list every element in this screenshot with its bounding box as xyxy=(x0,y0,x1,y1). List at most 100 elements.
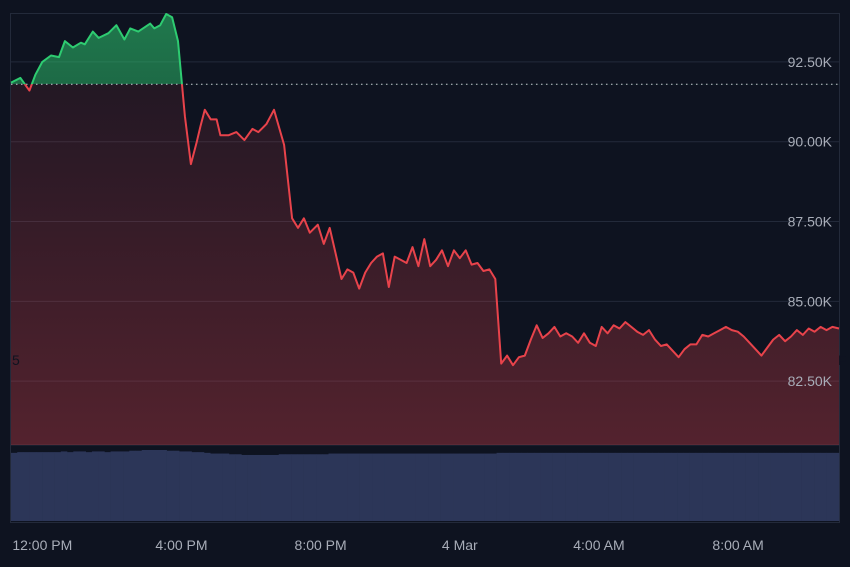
price-line xyxy=(10,13,840,367)
volume-bar xyxy=(316,454,323,521)
volume-bar xyxy=(571,452,578,521)
volume-bar xyxy=(714,452,722,521)
volume-bar xyxy=(789,452,796,521)
volume-bar xyxy=(484,453,491,521)
volume-bar xyxy=(527,452,535,521)
volume-bar xyxy=(726,452,734,521)
volume-bar xyxy=(552,452,560,521)
volume-bar xyxy=(129,450,136,521)
volume-bar xyxy=(284,454,292,521)
volume-bar xyxy=(720,452,728,521)
plot-frame xyxy=(10,13,840,523)
volume-bar xyxy=(471,453,479,521)
volume-bar xyxy=(589,452,597,521)
volume-bar xyxy=(384,453,392,521)
volume-bar xyxy=(733,452,740,521)
area-fill-below-baseline xyxy=(11,84,839,445)
volume-bar xyxy=(415,453,423,521)
volume-bar xyxy=(558,452,566,521)
x-tick-label: 4:00 AM xyxy=(573,537,624,553)
volume-bar xyxy=(814,452,821,521)
volume-bar xyxy=(197,452,205,521)
x-axis-ticks: 12:00 PM 4:00 PM 8:00 PM 4 Mar 4:00 AM 8:00 A… xyxy=(12,537,763,553)
y-tick-label: 90.00K xyxy=(788,134,833,150)
volume-bar xyxy=(322,454,329,521)
volume-bar xyxy=(683,452,690,521)
volume-bar xyxy=(515,452,522,521)
volume-bar xyxy=(11,452,18,521)
price-line-above-baseline xyxy=(10,13,183,85)
volume-bar xyxy=(253,454,261,521)
left-edge-label: 5 xyxy=(12,352,20,368)
volume-bar xyxy=(172,450,180,521)
volume-bar xyxy=(303,454,311,521)
y-tick-label: 92.50K xyxy=(788,54,833,70)
volume-bar xyxy=(652,452,659,521)
volume-bar xyxy=(751,452,759,521)
volume-bar xyxy=(23,452,30,521)
volume-bar xyxy=(533,452,541,521)
volume-bar xyxy=(79,451,87,521)
volume-bar xyxy=(509,452,516,521)
volume-bar xyxy=(465,453,472,521)
volume-bar xyxy=(403,453,410,521)
volume-bar xyxy=(42,452,49,521)
volume-bar xyxy=(490,453,497,521)
volume-bar xyxy=(241,454,248,521)
volume-bar xyxy=(496,452,504,521)
volume-bar xyxy=(807,452,815,521)
volume-bar xyxy=(614,452,622,521)
volume-bar xyxy=(297,454,304,521)
right-edge-label: F xyxy=(838,352,847,368)
volume-bar xyxy=(776,452,784,521)
volume-bar xyxy=(91,451,99,521)
volume-bar xyxy=(708,452,715,521)
x-tick-label: 8:00 PM xyxy=(295,537,347,553)
volume-bar xyxy=(521,452,529,521)
volume-bar xyxy=(160,450,167,521)
volume-bar xyxy=(540,452,547,521)
volume-bar xyxy=(291,454,298,521)
volume-bar xyxy=(702,452,709,521)
volume-bar xyxy=(154,450,161,521)
volume-bar xyxy=(60,451,68,521)
volume-bar xyxy=(658,452,665,521)
y-tick-label: 82.50K xyxy=(788,373,833,389)
volume-bars xyxy=(11,450,840,521)
price-line-below-baseline xyxy=(23,84,840,367)
volume-bar xyxy=(440,453,448,521)
volume-bar xyxy=(247,454,255,521)
volume-bar xyxy=(340,453,348,521)
volume-bar xyxy=(73,451,80,521)
volume-bar xyxy=(347,453,354,521)
volume-bar xyxy=(764,452,771,521)
volume-bar xyxy=(260,454,267,521)
volume-bar xyxy=(583,452,591,521)
volume-bar xyxy=(689,452,697,521)
volume-bar xyxy=(602,452,609,521)
volume-bar xyxy=(801,452,809,521)
volume-bar xyxy=(745,452,753,521)
volume-bar xyxy=(782,452,790,521)
volume-bar xyxy=(459,453,466,521)
volume-bar xyxy=(365,453,373,521)
volume-bar xyxy=(266,454,273,521)
volume-bar xyxy=(29,452,37,521)
volume-bar xyxy=(646,452,653,521)
volume-bar xyxy=(35,452,43,521)
volume-bar xyxy=(203,452,211,521)
volume-bar xyxy=(826,452,834,521)
volume-bar xyxy=(359,453,367,521)
volume-bar xyxy=(428,453,435,521)
x-tick-label: 4 Mar xyxy=(442,537,478,553)
volume-bar xyxy=(185,451,192,521)
volume-bar xyxy=(228,454,236,521)
volume-bar xyxy=(179,451,186,521)
volume-bar xyxy=(446,453,454,521)
volume-bar xyxy=(166,450,174,521)
volume-bar xyxy=(309,454,317,521)
volume-bar xyxy=(210,453,217,521)
volume-bar xyxy=(104,452,111,521)
volume-bar xyxy=(390,453,398,521)
